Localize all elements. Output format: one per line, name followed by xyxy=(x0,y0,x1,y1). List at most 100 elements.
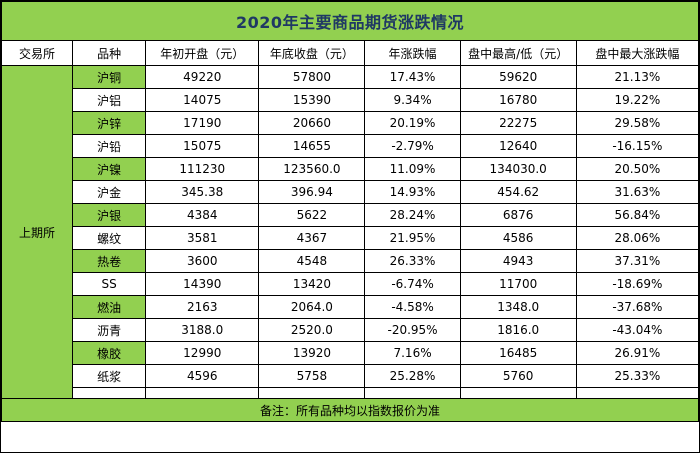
table-row: 沪锌 17190 20660 20.19% 22275 29.58% xyxy=(2,111,700,135)
table-row: SS 14390 13420 -6.74% 11700 -18.69% xyxy=(2,272,700,296)
open-cell: 3581 xyxy=(145,226,260,250)
high-low-cell: 16780 xyxy=(459,88,577,112)
change-cell: -6.74% xyxy=(364,272,461,296)
product-cell: 沪金 xyxy=(72,180,147,204)
header-open: 年初开盘（元） xyxy=(145,40,260,66)
close-cell: 14655 xyxy=(258,134,366,158)
max-change-cell: 29.58% xyxy=(575,111,700,135)
change-cell: 7.16% xyxy=(364,341,461,365)
product-cell: 沪锌 xyxy=(72,111,147,135)
open-cell: 345.38 xyxy=(145,180,260,204)
header-exchange: 交易所 xyxy=(0,40,74,66)
high-low-cell: 4586 xyxy=(459,226,577,250)
high-low-cell: 6876 xyxy=(459,203,577,227)
high-low-cell: 1348.0 xyxy=(459,295,577,319)
max-change-cell: 37.31% xyxy=(575,249,700,273)
change-cell: 21.95% xyxy=(364,226,461,250)
header-change: 年涨跌幅 xyxy=(364,40,461,66)
open-cell: 17190 xyxy=(145,111,260,135)
spacer-row xyxy=(2,387,700,399)
change-cell: 20.19% xyxy=(364,111,461,135)
footnote: 备注：所有品种均以指数报价为准 xyxy=(1,398,699,422)
high-low-cell: 16485 xyxy=(459,341,577,365)
spacer-cell xyxy=(72,387,147,399)
max-change-cell: -43.04% xyxy=(575,318,700,342)
table-row: 沪铝 14075 15390 9.34% 16780 19.22% xyxy=(2,88,700,112)
close-cell: 4548 xyxy=(258,249,366,273)
high-low-cell: 5760 xyxy=(459,364,577,388)
close-cell: 15390 xyxy=(258,88,366,112)
close-cell: 13920 xyxy=(258,341,366,365)
product-cell: 沪铜 xyxy=(72,65,147,89)
change-cell: 28.24% xyxy=(364,203,461,227)
table-row: 热卷 3600 4548 26.33% 4943 37.31% xyxy=(2,249,700,273)
change-cell: -20.95% xyxy=(364,318,461,342)
header-max-change: 盘中最大涨跌幅 xyxy=(575,40,700,66)
close-cell: 5758 xyxy=(258,364,366,388)
futures-table: 2020年主要商品期货涨跌情况 交易所 品种 年初开盘（元） 年底收盘（元） 年… xyxy=(0,1,700,422)
open-cell: 4596 xyxy=(145,364,260,388)
header-row: 交易所 品种 年初开盘（元） 年底收盘（元） 年涨跌幅 盘中最高/低（元） 盘中… xyxy=(0,40,700,66)
close-cell: 13420 xyxy=(258,272,366,296)
table-row: 上期所 沪铜 49220 57800 17.43% 59620 21.13% xyxy=(0,65,700,399)
open-cell: 3188.0 xyxy=(145,318,260,342)
product-cell: 沥青 xyxy=(72,318,147,342)
table-row: 沪铅 15075 14655 -2.79% 12640 -16.15% xyxy=(2,134,700,158)
product-cell: SS xyxy=(72,272,147,296)
table-row: 螺纹 3581 4367 21.95% 4586 28.06% xyxy=(2,226,700,250)
table-row: 橡胶 12990 13920 7.16% 16485 26.91% xyxy=(2,341,700,365)
max-change-cell: 26.91% xyxy=(575,341,700,365)
high-low-cell: 454.62 xyxy=(459,180,577,204)
close-cell: 396.94 xyxy=(258,180,366,204)
product-cell: 螺纹 xyxy=(72,226,147,250)
max-change-cell: 21.13% xyxy=(575,65,700,89)
change-cell: 26.33% xyxy=(364,249,461,273)
change-cell: 25.28% xyxy=(364,364,461,388)
product-cell: 橡胶 xyxy=(72,341,147,365)
table-row: 沪银 4384 5622 28.24% 6876 56.84% xyxy=(2,203,700,227)
max-change-cell: -18.69% xyxy=(575,272,700,296)
product-cell: 沪铅 xyxy=(72,134,147,158)
table-title: 2020年主要商品期货涨跌情况 xyxy=(1,1,699,41)
high-low-cell: 22275 xyxy=(459,111,577,135)
change-cell: -2.79% xyxy=(364,134,461,158)
max-change-cell: 25.33% xyxy=(575,364,700,388)
open-cell: 49220 xyxy=(145,65,260,89)
high-low-cell: 134030.0 xyxy=(459,157,577,181)
note-row: 备注：所有品种均以指数报价为准 xyxy=(1,398,699,422)
product-cell: 燃油 xyxy=(72,295,147,319)
close-cell: 2064.0 xyxy=(258,295,366,319)
high-low-cell: 11700 xyxy=(459,272,577,296)
spacer-cell xyxy=(575,387,700,399)
spacer-cell xyxy=(258,387,366,399)
spacer-cell xyxy=(145,387,260,399)
max-change-cell: 56.84% xyxy=(575,203,700,227)
change-cell: -4.58% xyxy=(364,295,461,319)
open-cell: 14075 xyxy=(145,88,260,112)
open-cell: 111230 xyxy=(145,157,260,181)
high-low-cell: 59620 xyxy=(459,65,577,89)
product-cell: 热卷 xyxy=(72,249,147,273)
change-cell: 9.34% xyxy=(364,88,461,112)
open-cell: 12990 xyxy=(145,341,260,365)
spacer-cell xyxy=(364,387,461,399)
close-cell: 123560.0 xyxy=(258,157,366,181)
high-low-cell: 1816.0 xyxy=(459,318,577,342)
open-cell: 4384 xyxy=(145,203,260,227)
product-cell: 纸浆 xyxy=(72,364,147,388)
table-row: 纸浆 4596 5758 25.28% 5760 25.33% xyxy=(2,364,700,388)
close-cell: 5622 xyxy=(258,203,366,227)
product-cell: 沪银 xyxy=(72,203,147,227)
max-change-cell: -37.68% xyxy=(575,295,700,319)
header-close: 年底收盘（元） xyxy=(258,40,366,66)
max-change-cell: 28.06% xyxy=(575,226,700,250)
title-row: 2020年主要商品期货涨跌情况 xyxy=(1,1,699,41)
max-change-cell: -16.15% xyxy=(575,134,700,158)
change-cell: 14.93% xyxy=(364,180,461,204)
product-cell: 沪镍 xyxy=(72,157,147,181)
close-cell: 20660 xyxy=(258,111,366,135)
close-cell: 57800 xyxy=(258,65,366,89)
header-product: 品种 xyxy=(72,40,147,66)
table-row: 沥青 3188.0 2520.0 -20.95% 1816.0 -43.04% xyxy=(2,318,700,342)
